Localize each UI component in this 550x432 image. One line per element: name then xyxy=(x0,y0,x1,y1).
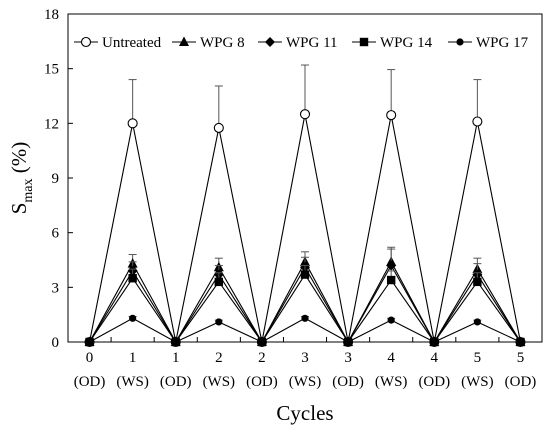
x-tick-label-phase: (OD) xyxy=(418,374,450,390)
data-point xyxy=(301,314,309,322)
y-axis-title-main: S xyxy=(7,203,31,215)
data-point xyxy=(473,318,481,326)
data-point xyxy=(213,122,224,133)
y-tick-label: 3 xyxy=(52,280,60,296)
y-tick-label: 9 xyxy=(52,171,60,187)
series-wpg-14 xyxy=(85,264,525,347)
data-point xyxy=(472,116,483,127)
legend-label: WPG 11 xyxy=(286,35,338,51)
legend-marker xyxy=(80,36,92,48)
data-point xyxy=(386,260,397,271)
legend: Untreated WPG 8 WPG 11 WPG 14 WPG 17 xyxy=(74,35,529,51)
y-tick-label: 6 xyxy=(52,226,60,242)
legend-item: Untreated xyxy=(74,35,162,51)
x-tick-label-cycle: 4 xyxy=(387,350,395,366)
legend-item: WPG 8 xyxy=(172,35,245,51)
data-point xyxy=(128,274,137,283)
legend-marker xyxy=(179,36,189,46)
data-point xyxy=(516,338,525,346)
data-point xyxy=(386,275,396,285)
data-point xyxy=(129,314,137,322)
x-tick-label-cycle: 2 xyxy=(215,350,223,366)
y-axis-title-subscript: max xyxy=(21,178,36,202)
data-point xyxy=(344,338,352,346)
data-point xyxy=(215,318,223,326)
legend-label: Untreated xyxy=(102,35,162,51)
y-axis-title-unit: (%) xyxy=(7,142,31,179)
data-point xyxy=(430,338,438,346)
x-tick-label-cycle: 4 xyxy=(431,350,439,366)
series-wpg-11 xyxy=(84,248,526,347)
x-tick-label-phase: (WS) xyxy=(375,374,408,390)
x-tick-label-phase: (WS) xyxy=(203,374,236,390)
x-tick-label-phase: (WS) xyxy=(116,374,149,390)
data-point xyxy=(387,316,395,324)
x-tick-label-phase: (OD) xyxy=(332,374,364,390)
x-tick-label-cycle: 3 xyxy=(301,350,309,366)
legend-marker xyxy=(359,37,369,47)
series-wpg-17 xyxy=(85,314,525,346)
x-axis-title: Cycles xyxy=(276,401,333,425)
data-point xyxy=(85,338,94,346)
legend-label: WPG 8 xyxy=(200,35,245,51)
data-point xyxy=(214,277,224,287)
x-tick-label-cycle: 3 xyxy=(344,350,352,366)
x-tick-label-cycle: 1 xyxy=(172,350,180,366)
data-point xyxy=(127,118,138,129)
x-tick-label-phase: (OD) xyxy=(160,374,192,390)
axis-ticks: 0 3 6 9 12 15 18 0 (OD) 1 (WS) 1 (OD) 2 (WS) 2 (OD) 3 (WS)… xyxy=(44,7,543,390)
y-tick-label: 0 xyxy=(52,335,60,351)
legend-item: WPG 11 xyxy=(258,35,338,51)
legend-label: WPG 14 xyxy=(380,35,433,51)
data-point xyxy=(258,338,266,346)
y-tick-label: 15 xyxy=(44,62,59,78)
legend-marker xyxy=(456,38,464,46)
x-tick-label-phase: (OD) xyxy=(74,374,106,390)
x-tick-label-phase: (OD) xyxy=(246,374,278,390)
legend-marker xyxy=(265,37,275,47)
data-point xyxy=(386,110,397,121)
y-tick-label: 18 xyxy=(44,7,59,23)
legend-item: WPG 17 xyxy=(448,35,529,51)
y-axis-title: Smax (%) xyxy=(7,142,36,215)
plot-frame xyxy=(67,13,543,343)
data-point xyxy=(300,270,310,279)
x-tick-label-phase: (WS) xyxy=(461,374,494,390)
x-tick-label-cycle: 0 xyxy=(86,350,94,366)
legend-item: WPG 14 xyxy=(352,35,433,51)
x-tick-label-cycle: 5 xyxy=(474,350,482,366)
data-point xyxy=(473,277,482,287)
series-layer xyxy=(84,64,526,348)
legend-label: WPG 17 xyxy=(476,35,529,51)
x-tick-label-cycle: 1 xyxy=(129,350,137,366)
y-tick-label: 12 xyxy=(44,116,59,132)
data-point xyxy=(299,109,311,120)
x-tick-label-cycle: 5 xyxy=(517,350,525,366)
data-point xyxy=(172,338,180,346)
x-tick-label-phase: (OD) xyxy=(505,374,537,390)
x-tick-label-cycle: 2 xyxy=(258,350,266,366)
x-tick-label-phase: (WS) xyxy=(289,374,322,390)
